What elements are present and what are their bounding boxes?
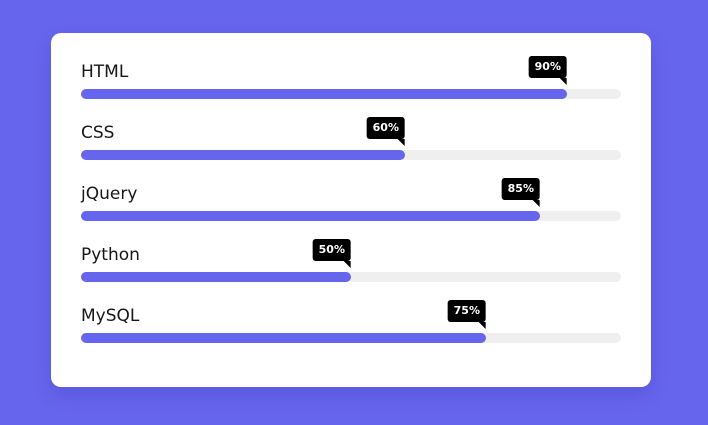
percent-tooltip: 85% bbox=[501, 178, 541, 207]
skill-label: MySQL bbox=[81, 306, 140, 326]
percent-tooltip: 50% bbox=[312, 239, 352, 268]
progress-fill: 50% bbox=[81, 239, 352, 282]
skill-label: CSS bbox=[81, 123, 115, 143]
percent-tooltip: 60% bbox=[366, 117, 406, 146]
progress-track: 50% bbox=[81, 239, 621, 282]
percent-tooltip: 90% bbox=[528, 56, 568, 85]
progress-track: 60% bbox=[81, 117, 621, 160]
progress-track: 85% bbox=[81, 178, 621, 221]
progress-fill: 60% bbox=[81, 117, 406, 160]
skill-row-jquery: jQuery 85% bbox=[81, 178, 621, 224]
progress-fill: 85% bbox=[81, 178, 541, 221]
progress-fill: 75% bbox=[81, 300, 487, 343]
skill-row-mysql: MySQL 75% bbox=[81, 300, 621, 346]
skill-row-html: HTML 90% bbox=[81, 56, 621, 102]
progress-track: 90% bbox=[81, 56, 621, 99]
skill-label: Python bbox=[81, 245, 140, 265]
skills-card: HTML 90% CSS 60% jQuery 85% Python 50% bbox=[51, 33, 651, 387]
progress-fill: 90% bbox=[81, 56, 568, 99]
skill-label: jQuery bbox=[81, 184, 138, 204]
percent-tooltip: 75% bbox=[447, 300, 487, 329]
skill-label: HTML bbox=[81, 62, 129, 82]
skill-row-css: CSS 60% bbox=[81, 117, 621, 163]
progress-track: 75% bbox=[81, 300, 621, 343]
skill-row-python: Python 50% bbox=[81, 239, 621, 285]
